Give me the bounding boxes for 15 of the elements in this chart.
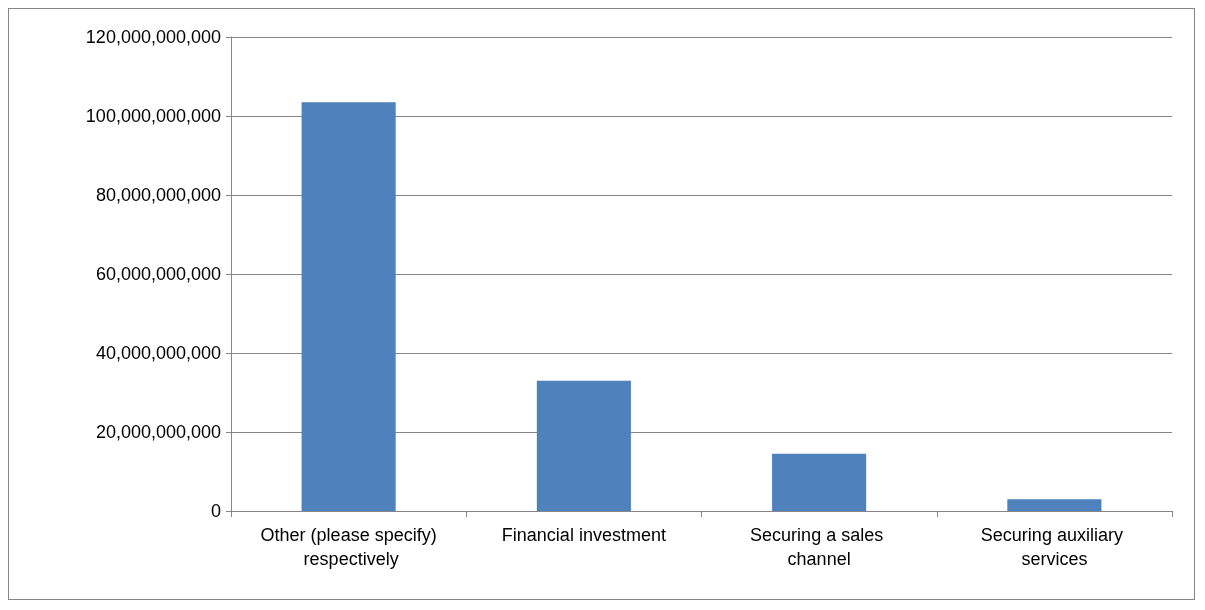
y-tick-label: 100,000,000,000 (85, 106, 221, 126)
x-tick-label: Financial investment (501, 525, 666, 545)
x-tick-label: Other (please specify) respectively (260, 525, 437, 569)
bar (301, 102, 396, 511)
bar (1007, 499, 1102, 511)
y-tick-label: 20,000,000,000 (95, 422, 221, 442)
y-tick-label: 80,000,000,000 (95, 185, 221, 205)
y-tick-label: 40,000,000,000 (95, 343, 221, 363)
bar (772, 453, 867, 511)
x-tick-label: Securing auxiliary services (980, 525, 1128, 569)
x-tick-label: Securing a sales channel (750, 525, 889, 569)
y-tick-label: 120,000,000,000 (85, 27, 221, 47)
bar (536, 380, 631, 511)
y-tick-label: 60,000,000,000 (95, 264, 221, 284)
y-tick-label: 0 (210, 501, 221, 521)
